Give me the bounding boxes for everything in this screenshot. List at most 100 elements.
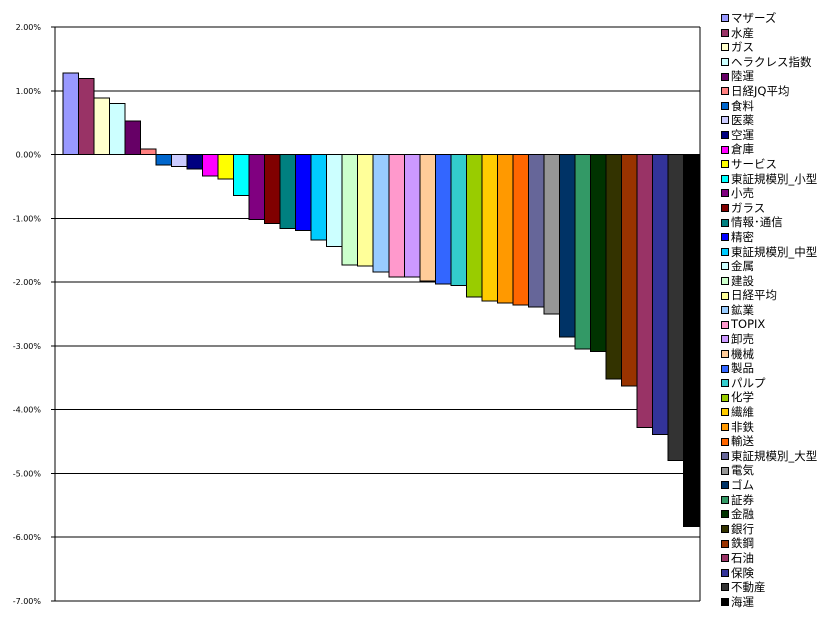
legend-label: 東証規模別_中型 xyxy=(731,244,818,259)
y-tick-label: -7.00% xyxy=(13,597,42,606)
legend-swatch xyxy=(721,466,729,475)
legend-label: 銀行 xyxy=(731,521,754,536)
bar-38 xyxy=(636,154,653,429)
legend-item: 鉱業 xyxy=(721,303,817,318)
legend-label: 鉱業 xyxy=(731,302,754,317)
bar-40 xyxy=(667,154,684,462)
bar-1 xyxy=(62,72,80,156)
bar-8 xyxy=(171,154,188,168)
legend-label: TOPIX xyxy=(731,317,766,332)
legend-swatch xyxy=(721,43,729,52)
legend-label: 卸売 xyxy=(731,332,754,347)
legend: マザーズ 水産 ガス ヘラクレス指数 陸運 日経JQ平均 食料 医薬 空運 倉庫 サービス 東証規模別… xyxy=(721,11,817,609)
bar-chart: 2.00% 1.00% 0.00% -1.00% -2.00% -3.00% -4.00% -… xyxy=(13,23,701,606)
bar-32 xyxy=(543,154,560,315)
legend-label: 小売 xyxy=(731,186,754,201)
bar-20 xyxy=(357,154,374,267)
legend-label: サービス xyxy=(731,156,777,171)
legend-item: パルプ xyxy=(721,376,817,391)
legend-swatch xyxy=(721,233,729,242)
legend-swatch xyxy=(721,583,729,592)
legend-item: 食料 xyxy=(721,99,817,114)
legend-item: 東証規模別_小型 xyxy=(721,172,817,187)
bar-37 xyxy=(620,154,638,387)
legend-label: 証券 xyxy=(731,492,754,507)
legend-label: 鉄鋼 xyxy=(731,536,754,551)
legend-label: 輸送 xyxy=(731,434,754,449)
bar-29 xyxy=(496,154,514,304)
legend-item: 卸売 xyxy=(721,332,817,347)
legend-swatch xyxy=(721,101,729,110)
legend-item: 東証規模別_大型 xyxy=(721,449,817,464)
legend-item: 電気 xyxy=(721,463,817,478)
legend-label: 建設 xyxy=(731,273,754,288)
legend-label: 電気 xyxy=(731,463,754,478)
legend-label: パルプ xyxy=(731,375,766,390)
legend-item: 化学 xyxy=(721,390,817,405)
legend-swatch xyxy=(721,291,729,300)
bar-9 xyxy=(186,154,204,170)
legend-label: ゴム xyxy=(731,478,754,492)
legend-item: 日経JQ平均 xyxy=(721,84,817,99)
legend-item: 輸送 xyxy=(721,434,817,449)
legend-item: サービス xyxy=(721,157,817,172)
legend-item: 不動産 xyxy=(721,580,817,595)
legend-label: 医薬 xyxy=(731,113,754,128)
legend-swatch xyxy=(721,218,729,227)
bar-41 xyxy=(682,154,700,527)
bar-16 xyxy=(295,154,312,231)
legend-swatch xyxy=(721,276,729,285)
bar-33 xyxy=(558,154,576,338)
y-tick-label: -3.00% xyxy=(13,342,42,351)
legend-swatch xyxy=(721,335,729,344)
legend-item: 情報･通信 xyxy=(721,215,817,230)
bar-39 xyxy=(651,154,669,436)
legend-label: 化学 xyxy=(731,390,754,405)
legend-swatch xyxy=(721,262,729,271)
legend-label: 機械 xyxy=(731,346,754,361)
legend-label: 東証規模別_小型 xyxy=(731,171,818,186)
legend-label: 繊維 xyxy=(731,405,754,420)
y-tick-label: 1.00% xyxy=(16,87,42,96)
legend-swatch xyxy=(721,189,729,198)
bar-21 xyxy=(372,154,390,273)
y-tick-label: -1.00% xyxy=(13,214,42,223)
legend-swatch xyxy=(721,481,729,490)
bar-14 xyxy=(264,154,281,224)
legend-item: ヘラクレス指数 xyxy=(721,55,817,70)
y-tick-label: 0.00% xyxy=(16,151,42,160)
y-tick-label: -5.00% xyxy=(13,469,42,478)
legend-swatch xyxy=(721,160,729,169)
legend-label: 精密 xyxy=(731,229,754,244)
legend-item: 証券 xyxy=(721,493,817,508)
legend-item: 小売 xyxy=(721,186,817,201)
legend-label: ヘラクレス指数 xyxy=(731,54,812,69)
legend-item: TOPIX xyxy=(721,317,817,332)
legend-label: マザーズ xyxy=(731,11,777,25)
bar-34 xyxy=(574,154,591,350)
bar-28 xyxy=(481,154,498,302)
legend-item: マザーズ xyxy=(721,11,817,26)
legend-item: 陸運 xyxy=(721,69,817,84)
legend-swatch xyxy=(721,58,729,67)
legend-swatch xyxy=(721,598,729,607)
legend-swatch xyxy=(721,247,729,256)
bar-18 xyxy=(326,154,343,247)
legend-item: 海運 xyxy=(721,595,817,610)
legend-item: 非鉄 xyxy=(721,420,817,435)
bar-6 xyxy=(140,148,157,156)
legend-label: 海運 xyxy=(731,594,754,609)
legend-swatch xyxy=(721,174,729,183)
legend-item: 鉄鋼 xyxy=(721,536,817,551)
legend-item: ゴム xyxy=(721,478,817,493)
bar-13 xyxy=(248,154,266,221)
legend-swatch xyxy=(721,495,729,504)
legend-label: 倉庫 xyxy=(731,142,754,157)
legend-swatch xyxy=(721,28,729,37)
bar-12 xyxy=(233,154,250,196)
legend-swatch xyxy=(721,525,729,534)
legend-label: ガラス xyxy=(731,200,766,215)
legend-label: 東証規模別_大型 xyxy=(731,448,818,463)
bar-10 xyxy=(202,154,219,177)
legend-swatch xyxy=(721,452,729,461)
